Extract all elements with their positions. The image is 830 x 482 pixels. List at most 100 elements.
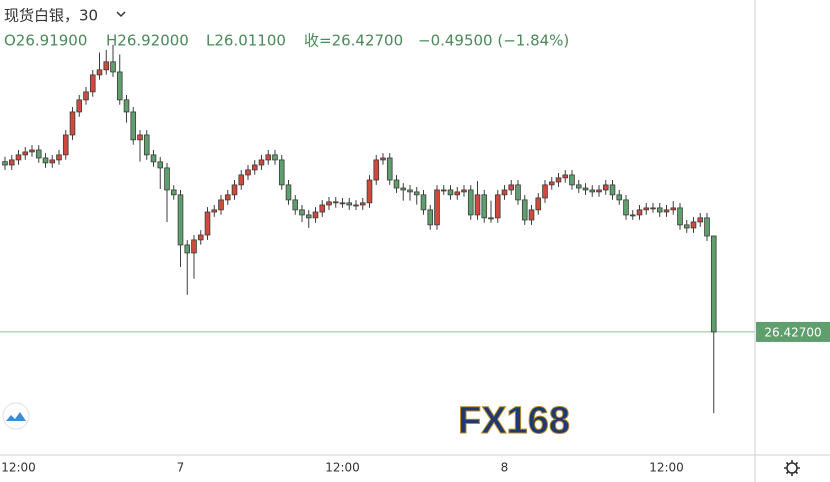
candle-body <box>218 199 224 211</box>
settings-gear[interactable] <box>784 460 800 476</box>
candle-body <box>690 221 697 229</box>
candle-body <box>542 184 548 199</box>
candle-body <box>481 194 488 219</box>
candle-body <box>8 159 15 166</box>
x-tick-label: 12:00 <box>1 461 36 475</box>
x-tick-label: 12:00 <box>649 461 684 475</box>
candle-body <box>704 217 710 237</box>
candle-body <box>177 194 184 246</box>
candle-body <box>663 209 670 213</box>
candle-body <box>157 161 164 169</box>
candle-body <box>670 207 677 211</box>
plot-area <box>0 44 755 414</box>
ohlc-high: H26.92000 <box>106 32 189 50</box>
candle-body <box>488 217 494 220</box>
candle-body <box>35 149 42 159</box>
candle-body <box>521 199 528 221</box>
ohlc-close: 收=26.42700 <box>304 32 403 50</box>
candle-body <box>265 154 272 161</box>
x-tick-label: 7 <box>177 461 185 475</box>
candle-body <box>528 209 535 221</box>
candle-body <box>224 194 231 201</box>
candle-body <box>548 181 555 186</box>
candle-body <box>501 189 508 196</box>
candle-body <box>683 224 690 229</box>
candle-body <box>386 157 393 181</box>
candle-body <box>2 161 8 166</box>
candle-body <box>29 149 35 153</box>
candle-body <box>312 211 319 219</box>
symbol-title: 现货白银，30 <box>4 7 98 25</box>
ohlc-open: O26.91900 <box>4 32 87 50</box>
candle-body <box>555 177 562 183</box>
x-tick-label: 8 <box>501 461 509 475</box>
candle-body <box>474 194 481 216</box>
candle-body <box>123 99 130 113</box>
candle-body <box>339 202 346 205</box>
candle-body <box>359 202 366 206</box>
candle-body <box>197 234 204 241</box>
symbol-dropdown[interactable] <box>116 11 126 18</box>
candle-body <box>569 174 575 186</box>
candle-body <box>251 164 258 171</box>
candle-body <box>575 184 582 189</box>
candle-body <box>150 154 157 163</box>
candle-body <box>609 184 616 196</box>
last-price-box <box>756 321 830 342</box>
ohlc-change: −0.49500 (−1.84%) <box>418 32 569 50</box>
candle-body <box>116 71 123 101</box>
last-price-label: 26.42700 <box>764 325 821 339</box>
candle-body <box>467 189 474 216</box>
candle-body <box>589 189 596 193</box>
candle-body <box>400 187 407 191</box>
candle-body <box>332 201 339 204</box>
candle-body <box>238 174 245 186</box>
candle-body <box>562 174 569 179</box>
candle-body <box>285 184 292 201</box>
candle-body <box>245 169 251 176</box>
candle-body <box>96 69 103 76</box>
candle-body <box>272 154 278 161</box>
candle-body <box>83 91 89 101</box>
candle-body <box>656 207 663 213</box>
candle-body <box>440 189 447 192</box>
candle-body <box>636 209 643 216</box>
candle-body <box>130 111 137 141</box>
candle-body <box>535 197 542 211</box>
candle-body <box>650 207 656 210</box>
candle-body <box>454 191 461 196</box>
candle-body <box>231 184 238 196</box>
candle-body <box>191 239 197 254</box>
candle-body <box>710 235 717 333</box>
candle-body <box>623 199 629 216</box>
tv-logo[interactable] <box>2 402 30 430</box>
candle-body <box>211 209 218 213</box>
candle-body <box>677 207 683 226</box>
candle-body <box>299 209 305 216</box>
ohlc-low: L26.01100 <box>206 32 286 50</box>
candle-body <box>49 159 56 164</box>
candle-body <box>643 207 650 211</box>
x-tick-label: 12:00 <box>325 461 360 475</box>
candle-body <box>164 167 170 191</box>
candle-body <box>427 209 434 226</box>
candle-body <box>204 211 211 236</box>
candle-body <box>697 217 704 223</box>
candle-body <box>413 191 420 196</box>
candle-body <box>366 179 373 204</box>
candle-body <box>170 189 177 196</box>
candle-body <box>110 61 116 73</box>
candle-body <box>461 189 467 193</box>
candle-body <box>76 99 83 113</box>
candle-body <box>326 201 332 206</box>
candle-body <box>42 157 49 164</box>
candle-body <box>393 179 400 189</box>
candle-body <box>353 204 359 207</box>
candle-body <box>319 204 326 213</box>
candle-body <box>582 187 589 191</box>
candle-body <box>62 134 69 156</box>
watermark: FX168 <box>458 400 570 442</box>
candle-body <box>380 157 386 161</box>
candle-body <box>22 151 29 156</box>
